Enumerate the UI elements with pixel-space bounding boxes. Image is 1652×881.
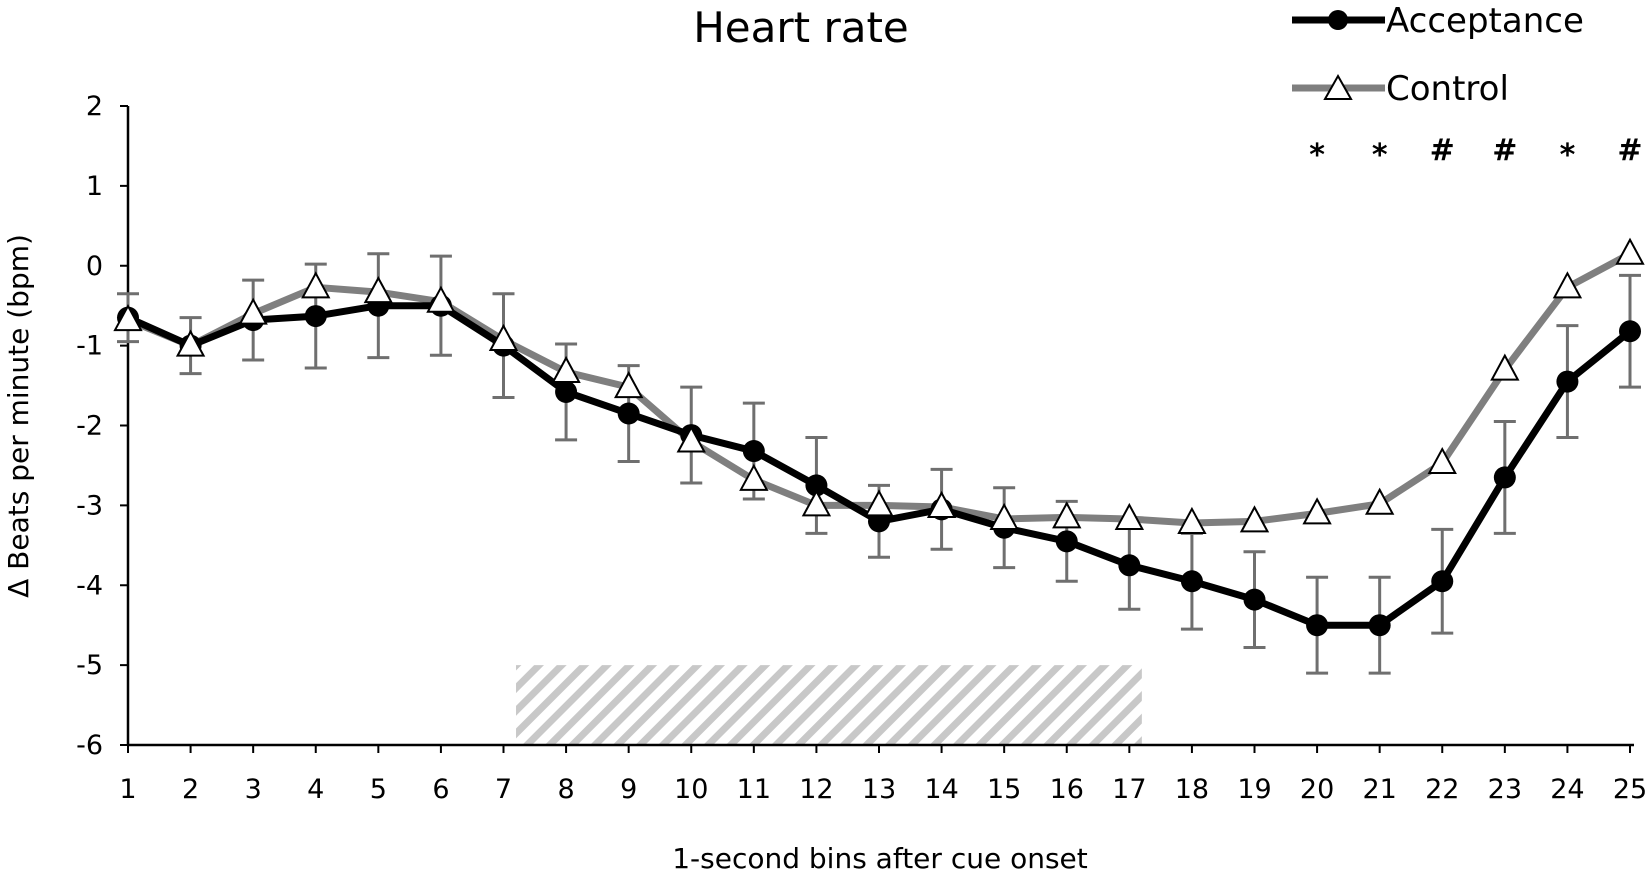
x-tick-label: 16 [1050,774,1084,805]
x-tick-label: 18 [1175,774,1209,805]
control-point [739,463,769,491]
acceptance-line [126,302,1633,629]
control-point [1177,506,1207,534]
acceptance-point [1431,570,1454,593]
control-point [1490,353,1520,381]
control-point [1552,271,1583,299]
control-point [1052,501,1082,529]
series-layer [113,237,1645,675]
control-point [1239,505,1270,533]
x-tick-label: 22 [1425,774,1459,805]
x-tick-label: 1 [119,774,136,805]
significance-mark: * [1309,138,1325,173]
control-point [676,425,706,453]
control-point [1615,237,1645,265]
acceptance-point [1118,554,1141,577]
control-line [126,250,1632,527]
significance-markers: * * # # * # [1309,133,1642,173]
significance-mark: # [1617,133,1642,168]
significance-mark: # [1492,133,1517,168]
acceptance-point [555,380,578,403]
control-point [1364,487,1395,515]
control-point [613,371,644,399]
legend: Acceptance Control [1292,1,1584,109]
x-axis-label: 1-second bins after cue onset [672,842,1088,875]
acceptance-point [1368,614,1391,637]
axes [120,105,1634,753]
y-axis-label: Δ Beats per minute (bpm) [2,234,35,598]
control-point [926,490,957,518]
x-tick-label: 2 [182,774,199,805]
control-point [238,297,268,325]
x-tick-label: 21 [1362,774,1396,805]
control-point [1302,497,1332,525]
y-tick-label: -5 [76,650,103,681]
shaded-region-layer [516,665,1142,745]
legend-control-label: Control [1386,69,1509,109]
x-tick-label: 24 [1550,774,1584,805]
x-tick-label: 11 [737,774,771,805]
legend-acceptance-label: Acceptance [1386,1,1584,41]
control-point [175,329,206,357]
y-tick-label: 2 [86,91,103,122]
y-tick-label: -2 [76,411,103,442]
control-point [363,276,394,304]
x-tick-label: 13 [862,774,896,805]
y-tick-label: -3 [76,490,103,521]
y-tick-label: 0 [86,251,103,282]
x-tick-label: 25 [1613,774,1647,805]
x-tick-label: 4 [307,774,324,805]
acceptance-point [304,305,327,328]
acceptance-point [1556,370,1579,393]
x-tick-label: 19 [1237,774,1271,805]
x-tick-label: 23 [1488,774,1522,805]
acceptance-point [1619,320,1641,343]
shaded-region [516,665,1142,745]
chart-title: Heart rate [693,3,909,52]
y-tick-labels: 2 1 0 -1 -2 -3 -4 -5 -6 [76,91,103,761]
x-tick-label: 10 [674,774,708,805]
x-tick-label: 6 [432,774,449,805]
x-tick-label: 14 [924,774,958,805]
control-point [989,502,1019,530]
x-tick-label: 8 [557,774,574,805]
acceptance-point [1306,614,1329,637]
acceptance-point [1180,570,1203,593]
acceptance-point [617,402,640,425]
control-point [864,489,894,517]
acceptance-point [1493,466,1516,489]
x-tick-label: 15 [987,774,1021,805]
control-point [488,323,519,352]
control-point [801,489,832,517]
significance-mark: * [1560,138,1576,173]
significance-mark: # [1430,133,1455,168]
legend-control-marker [1323,73,1353,100]
control-point [301,271,331,299]
x-tick-label: 9 [620,774,637,805]
x-tick-label: 17 [1112,774,1146,805]
control-point [426,285,456,313]
acceptance-point [1243,588,1266,611]
significance-mark: * [1372,138,1388,173]
control-point [1114,502,1145,530]
control-point [1427,446,1457,475]
x-tick-label: 20 [1300,774,1334,805]
y-tick-label: 1 [86,171,103,202]
acceptance-point [1055,530,1078,553]
y-tick-label: -1 [76,331,103,362]
control-point [113,303,143,332]
y-tick-label: -4 [76,570,103,601]
y-tick-label: -6 [76,730,103,761]
acceptance-point [742,440,765,463]
acceptance-point [805,474,828,497]
x-tick-label: 3 [245,774,262,805]
legend-acceptance-marker [1328,10,1348,30]
control-point [551,355,581,383]
x-tick-labels: 1 2 3 4 5 6 7 8 9 10 11 12 13 14 15 16 17 18 19 20 21 22 23 24 2… [119,774,1647,805]
x-tick-label: 7 [495,774,512,805]
x-tick-label: 5 [370,774,387,805]
x-tick-label: 12 [799,774,833,805]
